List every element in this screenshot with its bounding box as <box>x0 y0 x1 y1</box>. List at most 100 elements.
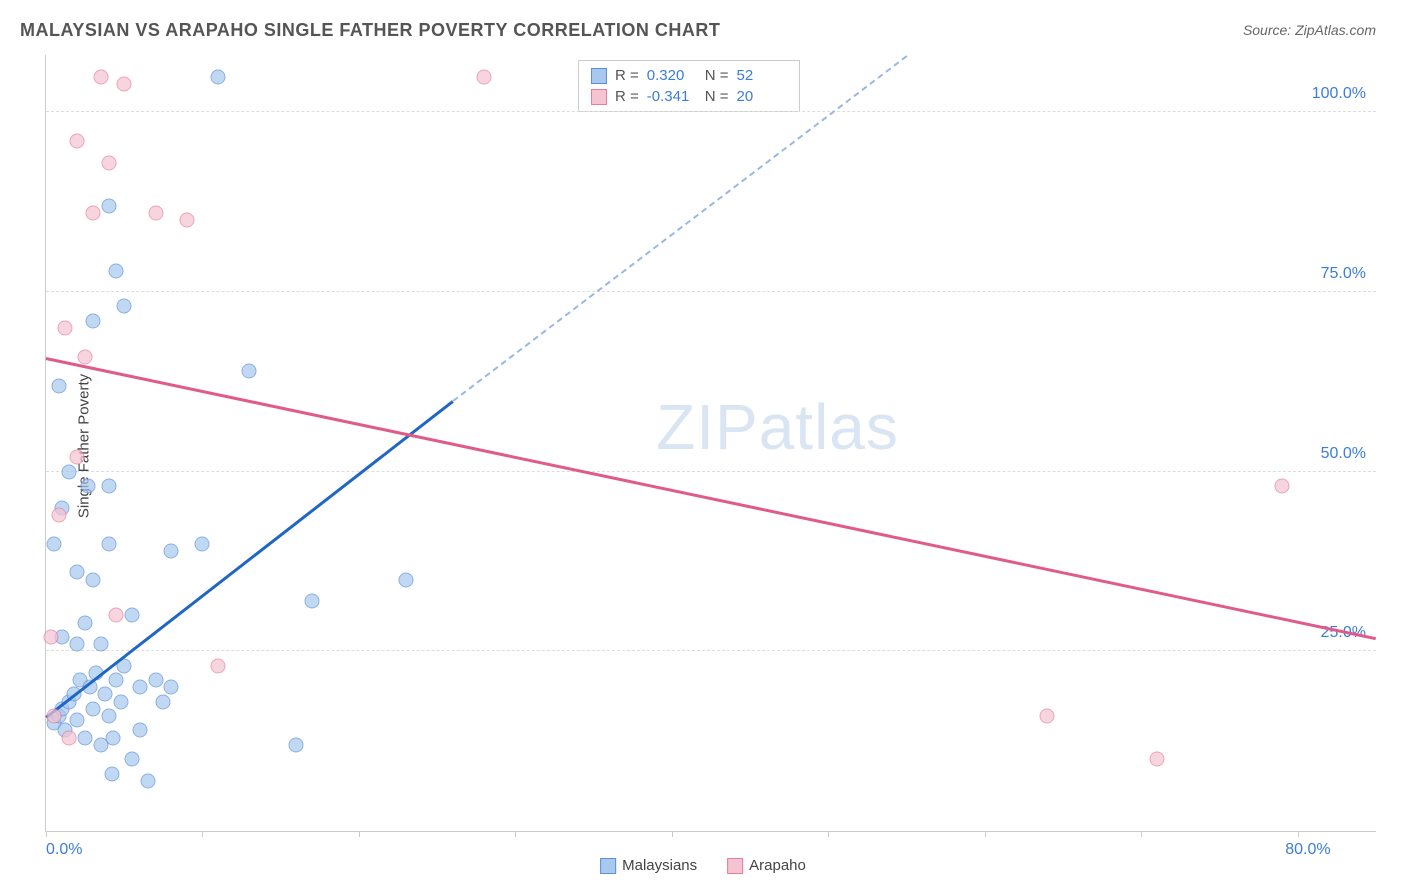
data-point <box>70 134 85 149</box>
data-point <box>109 608 124 623</box>
data-point <box>51 378 66 393</box>
x-tick <box>202 831 203 837</box>
stats-row: R = -0.341 N = 20 <box>591 86 787 107</box>
data-point <box>98 687 113 702</box>
data-point <box>164 680 179 695</box>
y-tick-label: 75.0% <box>1321 265 1366 283</box>
data-point <box>78 349 93 364</box>
legend-swatch <box>727 858 743 874</box>
data-point <box>211 658 226 673</box>
x-tick-label: 80.0% <box>1285 841 1330 859</box>
data-point <box>1275 479 1290 494</box>
x-tick <box>359 831 360 837</box>
watermark-zip: ZIP <box>656 391 759 463</box>
data-point <box>62 730 77 745</box>
data-point <box>114 694 129 709</box>
data-point <box>117 76 132 91</box>
data-point <box>242 364 257 379</box>
data-point <box>211 69 226 84</box>
data-point <box>132 723 147 738</box>
data-point <box>104 766 119 781</box>
data-point <box>195 536 210 551</box>
data-point <box>85 572 100 587</box>
stat-n-value: 52 <box>737 67 787 84</box>
data-point <box>125 608 140 623</box>
legend-label: Arapaho <box>749 857 806 874</box>
data-point <box>1040 709 1055 724</box>
data-point <box>46 709 61 724</box>
x-tick <box>828 831 829 837</box>
data-point <box>164 543 179 558</box>
gridline-horizontal <box>46 471 1376 472</box>
data-point <box>156 694 171 709</box>
stat-n-value: 20 <box>737 88 787 105</box>
data-point <box>101 155 116 170</box>
series-legend: Malaysians Arapaho <box>600 857 806 874</box>
data-point <box>81 479 96 494</box>
data-point <box>62 464 77 479</box>
data-point <box>101 198 116 213</box>
plot-area: ZIPatlas R =0.320N =52R =-0.341N =20 25.… <box>45 55 1376 832</box>
data-point <box>70 450 85 465</box>
legend-label: Malaysians <box>622 857 697 874</box>
stat-r-value: -0.341 <box>647 88 697 105</box>
legend-swatch <box>600 858 616 874</box>
stat-r-value: 0.320 <box>647 67 697 84</box>
x-tick <box>672 831 673 837</box>
stat-r-label: R = <box>615 88 639 105</box>
x-tick-label: 0.0% <box>46 841 82 859</box>
stats-row: R = 0.320 N = 52 <box>591 65 787 86</box>
trend-line <box>45 400 453 718</box>
data-point <box>289 737 304 752</box>
data-point <box>70 565 85 580</box>
series-swatch <box>591 89 607 105</box>
data-point <box>1149 752 1164 767</box>
data-point <box>93 637 108 652</box>
stats-legend-box: R = 0.320 N = 52 R = -0.341 N = 20 <box>578 60 800 112</box>
gridline-horizontal <box>46 650 1376 651</box>
data-point <box>93 69 108 84</box>
y-tick-label: 100.0% <box>1312 85 1366 103</box>
gridline-horizontal <box>46 291 1376 292</box>
data-point <box>46 536 61 551</box>
data-point <box>109 263 124 278</box>
data-point <box>70 637 85 652</box>
data-point <box>148 673 163 688</box>
data-point <box>85 206 100 221</box>
data-point <box>106 730 121 745</box>
data-point <box>85 701 100 716</box>
watermark-atlas: atlas <box>759 391 899 463</box>
legend-item: Arapaho <box>727 857 806 874</box>
data-point <box>140 773 155 788</box>
y-tick-label: 50.0% <box>1321 445 1366 463</box>
data-point <box>78 615 93 630</box>
x-tick <box>515 831 516 837</box>
x-tick <box>1298 831 1299 837</box>
trend-line <box>46 357 1377 640</box>
stat-r-label: R = <box>615 67 639 84</box>
legend-item: Malaysians <box>600 857 697 874</box>
data-point <box>477 69 492 84</box>
stat-n-label: N = <box>705 88 729 105</box>
data-point <box>109 673 124 688</box>
data-point <box>101 536 116 551</box>
data-point <box>85 313 100 328</box>
x-tick <box>1141 831 1142 837</box>
data-point <box>398 572 413 587</box>
gridline-horizontal <box>46 111 1376 112</box>
data-point <box>78 730 93 745</box>
data-point <box>70 712 85 727</box>
data-point <box>179 213 194 228</box>
data-point <box>101 479 116 494</box>
source-attribution: Source: ZipAtlas.com <box>1243 22 1376 38</box>
data-point <box>305 594 320 609</box>
data-point <box>125 752 140 767</box>
x-tick <box>985 831 986 837</box>
data-point <box>57 321 72 336</box>
series-swatch <box>591 68 607 84</box>
watermark: ZIPatlas <box>656 390 899 464</box>
data-point <box>148 206 163 221</box>
data-point <box>117 299 132 314</box>
data-point <box>43 630 58 645</box>
stat-n-label: N = <box>705 67 729 84</box>
